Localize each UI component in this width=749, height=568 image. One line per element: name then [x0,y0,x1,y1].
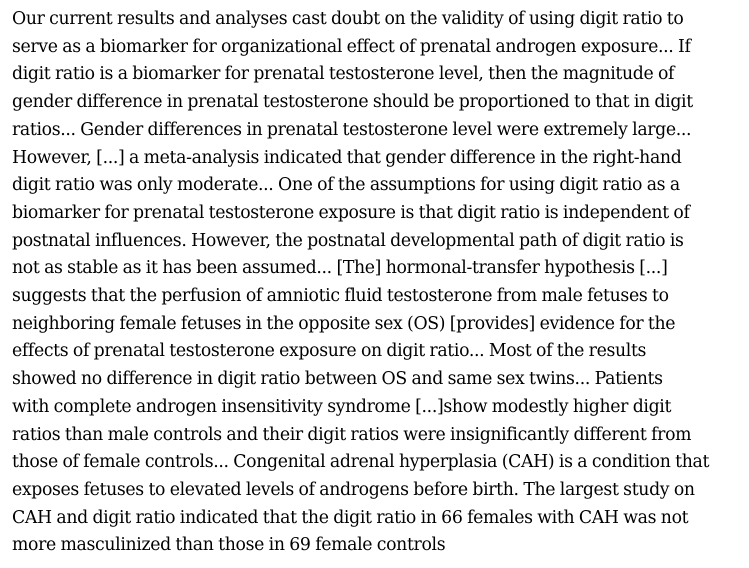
text-line: ratios... Gender differences in prenatal… [12,119,692,140]
text-line: with complete androgen insensitivity syn… [12,396,672,417]
text-line: CAH and digit ratio indicated that the d… [12,507,689,528]
text-line: Our current results and analyses cast do… [12,9,684,29]
text-line: gender difference in prenatal testostero… [12,92,693,113]
text-line: ratios than male controls and their digi… [12,424,692,445]
text-line: serve as a biomarker for organizational … [12,36,691,57]
text-line: not as stable as it has been assumed... … [12,258,668,279]
text-line: those of female controls... Congenital a… [12,452,710,473]
text-line: biomarker for prenatal testosterone expo… [12,202,690,223]
text-line: postnatal influences. However, the postn… [12,230,684,251]
text-line: However, [...] a meta-analysis indicated… [12,147,682,168]
text-line: exposes fetuses to elevated levels of an… [12,479,695,500]
quoted-paragraph: Our current results and analyses cast do… [12,6,747,560]
text-line: suggests that the perfusion of amniotic … [12,286,669,307]
text-line: neighboring female fetuses in the opposi… [12,313,676,334]
text-line: digit ratio was only moderate... One of … [12,175,680,196]
text-line: effects of prenatal testosterone exposur… [12,341,647,362]
text-line: showed no difference in digit ratio betw… [12,369,663,390]
text-line: more masculinized than those in 69 femal… [12,535,446,556]
text-line: digit ratio is a biomarker for prenatal … [12,64,675,85]
